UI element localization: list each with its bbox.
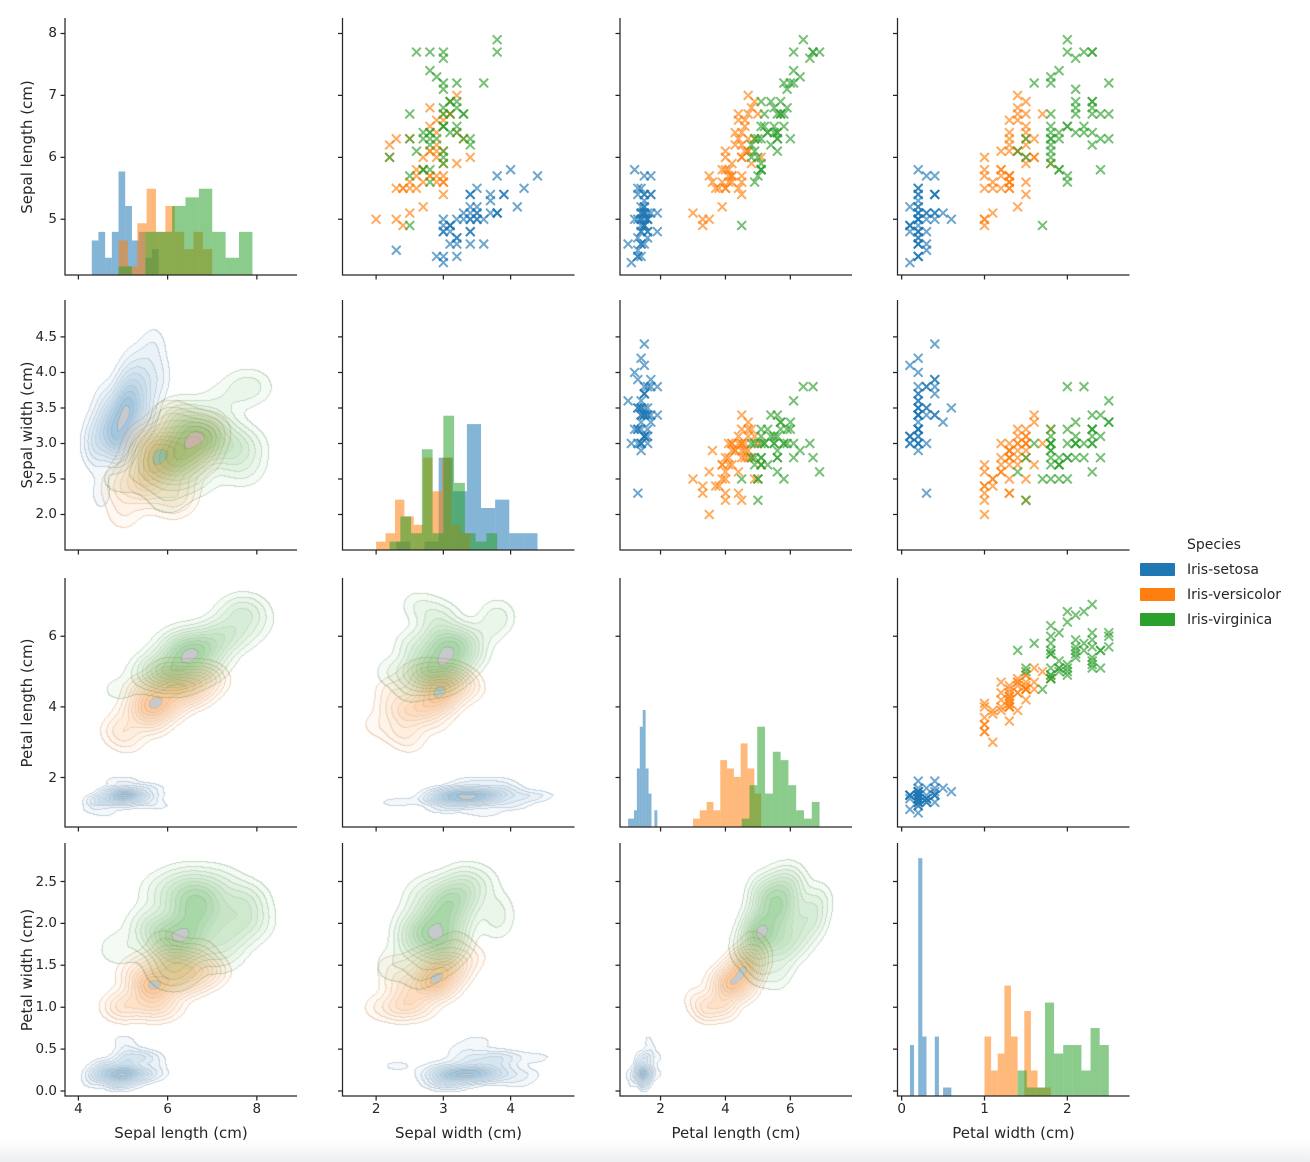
x-tick-label: 0 — [897, 1101, 906, 1117]
x-tick-label: 3 — [439, 1101, 448, 1117]
y-tick-label: 4.0 — [35, 364, 57, 381]
legend-item-iris-setosa: Iris-setosa — [1140, 561, 1281, 578]
legend-item-iris-versicolor: Iris-versicolor — [1140, 586, 1282, 603]
y-tick-label: 2.0 — [35, 915, 57, 932]
legend-item-iris-virginica: Iris-virginica — [1140, 611, 1281, 628]
legend-label-iris-setosa: Iris-setosa — [1187, 561, 1259, 578]
y-tick-label: 4.5 — [35, 328, 57, 345]
y-tick-label: 0.0 — [35, 1082, 57, 1099]
y-tick-label: 1.5 — [35, 957, 57, 974]
x-axis-label-petal-length: Petal length (cm) — [671, 1124, 801, 1142]
legend: Species Iris-setosa Iris-versicolor Iris… — [1140, 537, 1281, 638]
x-tick-label: 1 — [980, 1101, 989, 1117]
y-tick-label: 6 — [48, 149, 57, 166]
y-tick-label: 7 — [48, 87, 57, 104]
y-tick-label: 3.0 — [35, 435, 57, 452]
x-tick-label: 8 — [252, 1101, 262, 1117]
x-axis-label-sepal-length: Sepal length (cm) — [114, 1124, 248, 1142]
x-axis-label-sepal-width: Sepal width (cm) — [394, 1124, 523, 1142]
legend-swatch-iris-versicolor — [1140, 588, 1175, 601]
x-tick-label: 2 — [371, 1101, 381, 1117]
y-tick-label: 2 — [48, 769, 57, 786]
y-tick-label: 4 — [48, 698, 57, 715]
x-tick-label: 2 — [656, 1101, 665, 1117]
x-tick-label: 6 — [786, 1101, 795, 1117]
y-tick-label: 8 — [48, 25, 57, 42]
legend-swatch-iris-virginica — [1140, 613, 1175, 626]
y-tick-label: 5 — [48, 211, 57, 228]
legend-title: Species — [1187, 537, 1241, 553]
x-tick-label: 6 — [163, 1101, 172, 1117]
x-tick-label: 2 — [1063, 1101, 1072, 1117]
y-tick-label: 2.5 — [35, 873, 57, 890]
legend-label-iris-virginica: Iris-virginica — [1187, 611, 1273, 628]
y-tick-label: 0.5 — [35, 1041, 57, 1058]
x-tick-label: 4 — [721, 1101, 730, 1117]
y-tick-label: 6 — [48, 628, 57, 645]
y-tick-label: 2.0 — [35, 506, 57, 523]
y-tick-label: 3.5 — [35, 399, 57, 416]
x-tick-label: 4 — [506, 1101, 515, 1117]
y-tick-label: 2.5 — [35, 470, 57, 487]
x-tick-label: 4 — [74, 1101, 83, 1117]
legend-label-iris-versicolor: Iris-versicolor — [1187, 586, 1282, 603]
x-axis-label-petal-width: Petal width (cm) — [952, 1124, 1075, 1142]
legend-swatch-iris-setosa — [1140, 563, 1175, 576]
y-tick-label: 1.0 — [35, 999, 57, 1016]
